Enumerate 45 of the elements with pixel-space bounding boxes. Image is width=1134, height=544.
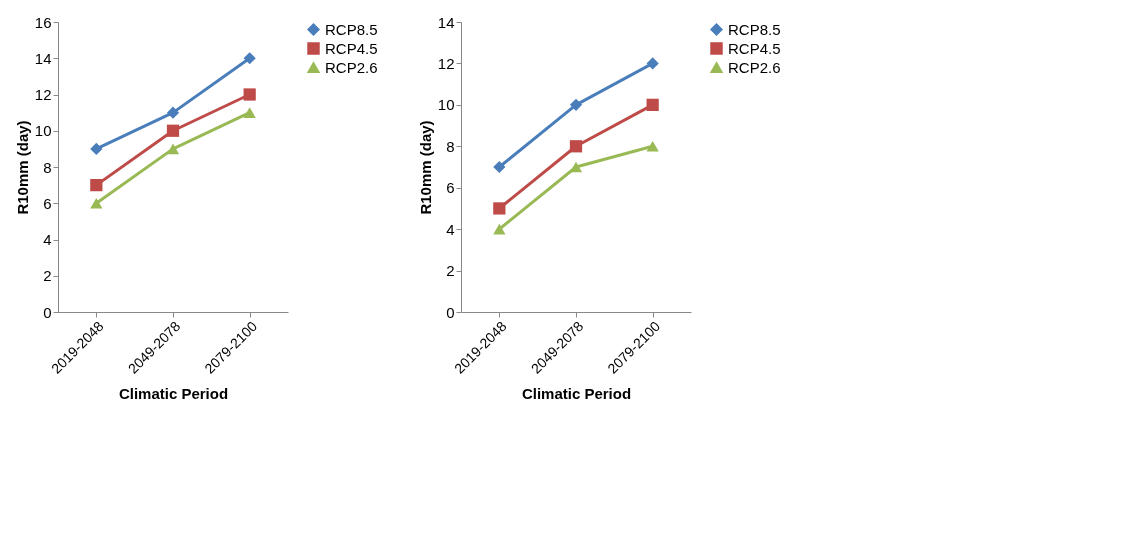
y-tick-label: 16 xyxy=(34,13,52,31)
point xyxy=(569,98,583,111)
y-tick-label: 4 xyxy=(43,231,52,248)
point xyxy=(90,197,103,209)
y-tick-label: 8 xyxy=(43,158,52,176)
point xyxy=(243,88,256,101)
y-tick-label: 6 xyxy=(446,179,455,197)
point xyxy=(646,140,659,152)
y-axis-title: R10mm (day) xyxy=(416,120,434,215)
y-tick-label: 0 xyxy=(446,303,455,321)
point xyxy=(569,161,583,173)
y-tick-label: 10 xyxy=(34,122,52,140)
y-tick-label: 4 xyxy=(446,220,455,238)
legend-label: RCP4.5 xyxy=(325,39,378,57)
point xyxy=(166,143,180,155)
point xyxy=(569,140,583,153)
point xyxy=(243,107,256,118)
point xyxy=(646,98,659,111)
y-tick-label: 14 xyxy=(437,13,455,31)
y-tick-label: 12 xyxy=(437,54,455,72)
y-tick-label: 0 xyxy=(43,303,52,321)
legend-label: RCP4.5 xyxy=(728,39,781,57)
point xyxy=(243,52,256,65)
y-tick-label: 10 xyxy=(437,96,455,114)
y-tick-label: 2 xyxy=(43,267,52,285)
legend-label: RCP2.6 xyxy=(728,58,781,76)
legend-label: RCP8.5 xyxy=(325,20,378,38)
legend-label: RCP8.5 xyxy=(728,20,781,38)
y-tick-label: 8 xyxy=(446,137,455,155)
y-tick-label: 12 xyxy=(34,86,52,103)
y-tick-label: 2 xyxy=(446,262,455,280)
point xyxy=(166,106,180,119)
point xyxy=(493,160,506,174)
point xyxy=(493,223,506,235)
point xyxy=(166,124,180,137)
y-axis-title: R10mm (day) xyxy=(13,120,31,215)
x-axis-title: Climatic Period xyxy=(118,384,229,402)
y-tick-label: 6 xyxy=(43,194,52,212)
point xyxy=(90,179,103,192)
y-tick-label: 14 xyxy=(34,49,52,67)
legend-label: RCP2.6 xyxy=(325,58,378,76)
point xyxy=(90,142,103,155)
point xyxy=(646,57,659,70)
x-axis-title: Climatic Period xyxy=(521,384,632,402)
point xyxy=(493,202,506,215)
